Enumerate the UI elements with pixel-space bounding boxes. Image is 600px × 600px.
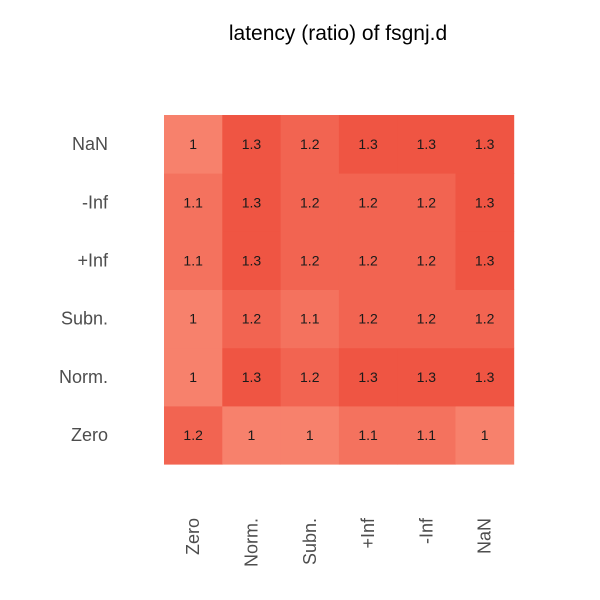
x-tick-label: Subn. bbox=[300, 518, 320, 565]
heatmap-cell-Subn.-Zero bbox=[164, 289, 223, 349]
cell-value-label: 1.2 bbox=[417, 253, 437, 269]
heatmap-cell-Zero-+Inf bbox=[338, 406, 398, 465]
cell-value-label: 1.3 bbox=[358, 369, 378, 385]
heatmap-cell--Inf-+Inf bbox=[338, 173, 398, 232]
cell-value-label: 1 bbox=[481, 427, 489, 443]
heatmap-cell-Zero-NaN bbox=[455, 406, 515, 465]
heatmap-cell-Subn.-+Inf bbox=[338, 289, 398, 349]
cell-value-label: 1.2 bbox=[242, 311, 262, 327]
cell-value-label: 1.2 bbox=[475, 311, 495, 327]
cell-value-label: 1.3 bbox=[475, 253, 495, 269]
cell-value-label: 1.2 bbox=[417, 194, 437, 210]
heatmap-cell-Subn.-Subn. bbox=[280, 289, 340, 349]
heatmap-cell-Zero-Norm. bbox=[222, 406, 281, 465]
heatmap-cell-Norm.-Zero bbox=[164, 347, 223, 407]
cell-value-label: 1.1 bbox=[300, 311, 320, 327]
heatmap-cell-Subn.-Norm. bbox=[222, 289, 281, 349]
y-axis-tick-labels: Zero Norm. Subn. +Inf -Inf NaN bbox=[59, 134, 109, 445]
cell-value-label: 1 bbox=[306, 427, 314, 443]
cell-value-label: 1.2 bbox=[358, 253, 378, 269]
cell-value-label: 1.2 bbox=[300, 253, 320, 269]
x-tick-label: Norm. bbox=[241, 518, 261, 567]
heatmap-cell-+Inf-+Inf bbox=[338, 231, 398, 290]
x-tick-label: NaN bbox=[475, 518, 495, 554]
heatmap-cell-Norm.-Norm. bbox=[222, 347, 281, 407]
heatmap-cells bbox=[164, 115, 515, 465]
cell-value-label: 1.3 bbox=[242, 253, 262, 269]
cell-value-label: 1.3 bbox=[242, 136, 262, 152]
heatmap-cell-+Inf-Subn. bbox=[280, 231, 340, 290]
heatmap-cell--Inf-Subn. bbox=[280, 173, 340, 232]
heatmap-cell--Inf--Inf bbox=[397, 173, 456, 232]
cell-value-label: 1.3 bbox=[417, 369, 437, 385]
cell-value-label: 1.1 bbox=[358, 427, 378, 443]
cell-value-label: 1.2 bbox=[300, 136, 320, 152]
cell-value-label: 1.2 bbox=[300, 369, 320, 385]
heatmap-cell-NaN-Norm. bbox=[222, 115, 281, 174]
heatmap-cell-+Inf-Zero bbox=[164, 231, 223, 290]
heatmap-cell--Inf-Zero bbox=[164, 173, 223, 232]
x-tick-label: Zero bbox=[183, 518, 203, 555]
heatmap-cell-NaN-+Inf bbox=[338, 115, 398, 174]
heatmap-cell--Inf-NaN bbox=[455, 173, 515, 232]
cell-value-label: 1.3 bbox=[417, 136, 437, 152]
y-tick-label: Zero bbox=[71, 425, 108, 445]
cell-value-label: 1.1 bbox=[417, 427, 437, 443]
cell-value-label: 1.2 bbox=[183, 427, 203, 443]
heatmap-cell-+Inf-NaN bbox=[455, 231, 515, 290]
cell-value-label: 1 bbox=[189, 311, 197, 327]
cell-value-label: 1.3 bbox=[242, 194, 262, 210]
cell-value-label: 1.2 bbox=[358, 194, 378, 210]
y-tick-label: -Inf bbox=[82, 192, 109, 212]
heatmap-cell-Norm.--Inf bbox=[397, 347, 456, 407]
cell-value-label: 1 bbox=[189, 369, 197, 385]
heatmap-cell-Zero-Subn. bbox=[280, 406, 340, 465]
heatmap-cell-Zero--Inf bbox=[397, 406, 456, 465]
cell-value-label: 1.2 bbox=[358, 311, 378, 327]
heatmap-cell-NaN-Zero bbox=[164, 115, 223, 174]
cell-value-label: 1.1 bbox=[183, 194, 203, 210]
x-tick-label: -Inf bbox=[416, 517, 436, 544]
cell-value-label: 1.1 bbox=[183, 253, 203, 269]
y-tick-label: +Inf bbox=[77, 251, 109, 271]
cell-value-label: 1.3 bbox=[475, 194, 495, 210]
heatmap-cell--Inf-Norm. bbox=[222, 173, 281, 232]
heatmap-cell-Zero-Zero bbox=[164, 406, 223, 465]
heatmap-cell-NaN-Subn. bbox=[280, 115, 340, 174]
chart-title: latency (ratio) of fsgnj.d bbox=[229, 22, 447, 45]
heatmap-cell-+Inf--Inf bbox=[397, 231, 456, 290]
heatmap-cell-Subn.-NaN bbox=[455, 289, 515, 349]
y-tick-label: NaN bbox=[72, 134, 108, 154]
heatmap-cell-Subn.--Inf bbox=[397, 289, 456, 349]
y-tick-label: Subn. bbox=[61, 309, 108, 329]
heatmap-cell-Norm.-+Inf bbox=[338, 347, 398, 407]
y-tick-label: Norm. bbox=[59, 367, 108, 387]
cell-value-label: 1 bbox=[248, 427, 256, 443]
heatmap-cell-NaN--Inf bbox=[397, 115, 456, 174]
cell-labels: 1.2 1 1 1.1 1.1 1 1 1.3 1.2 1.3 1.3 1.3 1 1.2 1.1 1.2 1.… bbox=[183, 136, 494, 443]
heatmap-cell-+Inf-Norm. bbox=[222, 231, 281, 290]
cell-value-label: 1.3 bbox=[475, 369, 495, 385]
cell-value-label: 1.3 bbox=[358, 136, 378, 152]
cell-value-label: 1.2 bbox=[300, 194, 320, 210]
cell-value-label: 1.3 bbox=[475, 136, 495, 152]
heatmap-cell-Norm.-Subn. bbox=[280, 347, 340, 407]
x-tick-label: +Inf bbox=[358, 517, 378, 549]
heatmap-cell-NaN-NaN bbox=[455, 115, 515, 174]
cell-value-label: 1 bbox=[189, 136, 197, 152]
x-axis-tick-labels: Zero Norm. Subn. +Inf -Inf NaN bbox=[183, 517, 495, 567]
cell-value-label: 1.2 bbox=[417, 311, 437, 327]
cell-value-label: 1.3 bbox=[242, 369, 262, 385]
heatmap-cell-Norm.-NaN bbox=[455, 347, 515, 407]
